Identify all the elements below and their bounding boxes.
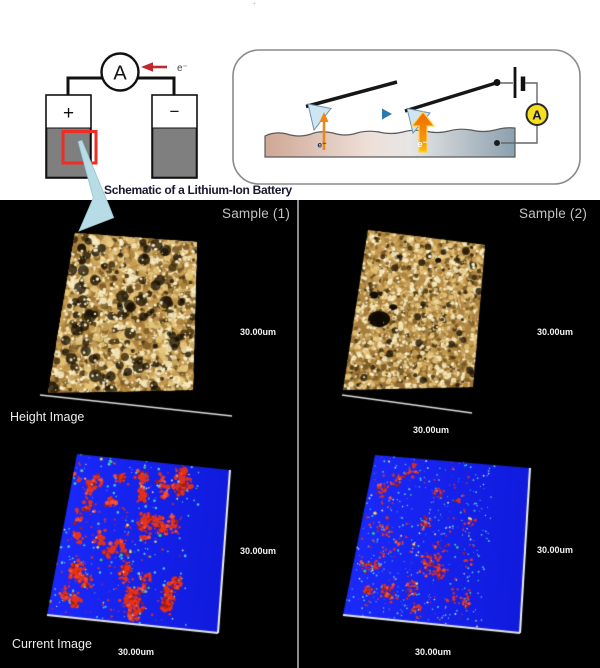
battery-caption: Schematic of a Lithium-Ion Battery — [104, 183, 292, 197]
wire-right — [137, 76, 176, 96]
sample2-current-image — [299, 435, 600, 668]
negative-electrode — [151, 94, 198, 179]
ammeter-label: A — [113, 63, 127, 85]
current-image-label: Current Image — [12, 637, 92, 651]
cantilever-1 — [305, 80, 398, 109]
current-arrow-1-head — [319, 112, 329, 122]
electron-label: e⁻ — [177, 63, 188, 74]
sample2-title: Sample (2) — [519, 206, 588, 221]
positive-label: + — [63, 103, 74, 124]
sample2-current-scale-right: 30.00um — [537, 545, 574, 555]
sample2-height-scale-right: 30.00um — [537, 327, 574, 337]
probe-schematic: e⁻ e⁻ A — [232, 49, 581, 185]
cantilever-2-contact-dot — [493, 79, 501, 86]
sample2-current-scale-bottom: 30.00um — [415, 647, 452, 657]
circuit-wires — [500, 82, 538, 144]
zoom-highlight-box — [61, 130, 98, 165]
sample1-current-scale-bottom: 30.00um — [118, 647, 155, 657]
sample2-height-image — [299, 200, 600, 440]
probe-tip-1 — [307, 103, 332, 132]
probe-ammeter-circle — [525, 103, 549, 126]
negative-label: − — [170, 102, 180, 121]
stray-plus-mark: + — [252, 0, 257, 8]
wire-left — [66, 76, 103, 96]
positive-electrode — [45, 94, 92, 179]
tip-electron-label: e⁻ — [417, 139, 427, 150]
sample1-title: Sample (1) — [222, 206, 291, 221]
current-arrow-2 — [410, 111, 436, 153]
probe-schematic-frame — [232, 49, 581, 185]
surface-contact-dot — [494, 140, 500, 146]
sample-surface — [264, 127, 516, 158]
probe-ammeter-label: A — [532, 108, 542, 123]
height-image-label: Height Image — [10, 410, 85, 424]
negative-electrode-material — [152, 127, 197, 178]
ammeter-circle — [100, 52, 140, 92]
sample1-height-image — [0, 200, 297, 435]
probe-tip-2 — [406, 107, 431, 135]
sample1-current-image — [0, 435, 297, 668]
sample1-height-scale-right: 30.00um — [240, 327, 277, 337]
positive-electrode-material — [46, 127, 91, 178]
electron-arrow-head — [141, 62, 153, 72]
surface-electron-label: e⁻ — [317, 140, 327, 150]
sample2-height-scale-bottom: 30.00um — [413, 425, 450, 435]
battery-schematic: A e⁻ + − — [45, 52, 198, 179]
scan-direction-arrow-head — [382, 108, 392, 120]
cantilever-2 — [404, 81, 497, 113]
sample1-current-scale-right: 30.00um — [240, 546, 277, 556]
panel-divider — [297, 200, 299, 668]
